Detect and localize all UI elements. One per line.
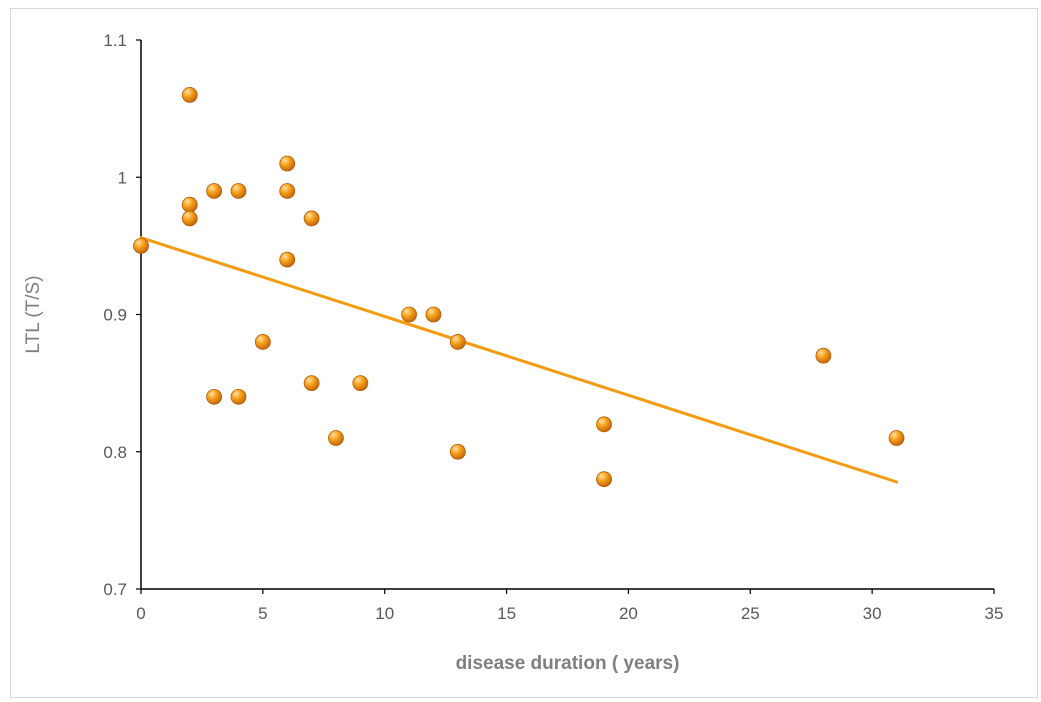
x-tick-label: 20 [619, 604, 638, 623]
data-point [888, 430, 905, 446]
x-tick-label: 30 [863, 604, 882, 623]
y-tick-label: 0.9 [103, 306, 127, 325]
y-axis-title: LTL (T/S) [23, 275, 44, 353]
x-tick-label: 5 [258, 604, 267, 623]
data-point [181, 196, 198, 213]
x-tick-label: 10 [375, 604, 394, 623]
data-point [303, 375, 320, 392]
data-point [206, 183, 223, 199]
data-point [328, 430, 344, 446]
data-point [181, 210, 198, 227]
data-point [815, 347, 832, 364]
linear-trendline [139, 236, 899, 484]
data-point [596, 471, 612, 488]
data-point [352, 375, 369, 392]
data-point [596, 416, 612, 433]
x-tick-label: 35 [985, 604, 1004, 623]
data-point [230, 388, 247, 405]
data-point [133, 237, 149, 254]
x-tick-label: 15 [497, 604, 516, 623]
data-point [425, 306, 442, 323]
data-point [230, 183, 247, 199]
data-point [181, 87, 198, 103]
trendline-layer [139, 236, 899, 484]
data-point [206, 388, 223, 405]
data-point [303, 210, 320, 227]
data-point [279, 155, 296, 172]
y-tick-label: 0.8 [103, 443, 127, 462]
y-tick-label: 0.7 [103, 580, 127, 599]
y-tick-label: 1 [118, 168, 127, 187]
scatter-chart: 0.7 0.8 0.9 1 1.1 0 5 10 15 20 25 30 35 disease dura… [23, 31, 1003, 674]
data-point [449, 443, 466, 460]
data-point [279, 251, 296, 268]
points-layer [133, 87, 905, 488]
data-point [449, 334, 466, 350]
x-tick-label: 0 [136, 604, 145, 623]
data-point [401, 306, 417, 323]
x-axis-title: disease duration ( years) [456, 653, 680, 674]
x-tick-label: 25 [741, 604, 760, 623]
axes: 0.7 0.8 0.9 1 1.1 0 5 10 15 20 25 30 35 [103, 31, 1003, 623]
y-tick-label: 1.1 [103, 31, 127, 50]
chart-frame: 0.7 0.8 0.9 1 1.1 0 5 10 15 20 25 30 35 disease dura… [10, 8, 1038, 698]
data-point [254, 334, 271, 350]
data-point [279, 183, 296, 199]
